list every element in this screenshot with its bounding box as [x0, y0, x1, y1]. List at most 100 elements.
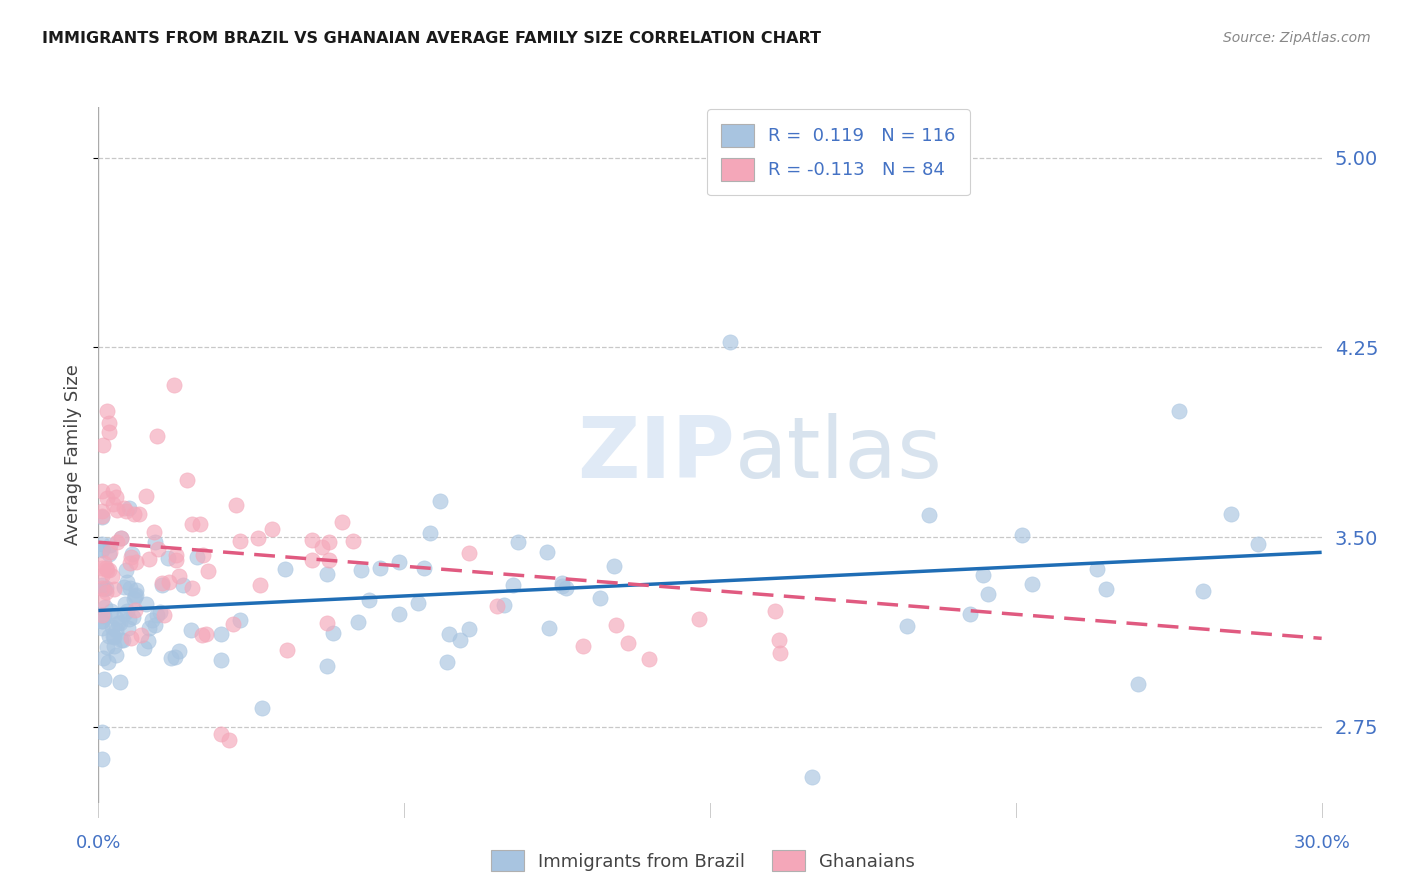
Point [91, 581, 114, 595]
Point [301, 553, 323, 567]
Point [209, 653, 232, 667]
Point [112, 580, 135, 594]
Point [97, 655, 120, 669]
Point [1085, 562, 1108, 576]
Point [638, 651, 661, 665]
Point [180, 624, 202, 638]
Point [101, 484, 124, 499]
Point [96, 563, 118, 577]
Point [436, 655, 458, 669]
Point [349, 563, 371, 577]
Point [589, 591, 612, 606]
Point [114, 563, 136, 577]
Point [125, 582, 148, 597]
Point [117, 612, 139, 626]
Point [93, 557, 115, 571]
Point [115, 604, 138, 618]
Point [1021, 577, 1043, 591]
Point [218, 732, 240, 747]
Point [554, 581, 576, 595]
Point [186, 550, 208, 565]
Point [406, 596, 429, 610]
Point [105, 648, 128, 662]
Point [769, 647, 792, 661]
Text: 0.0%: 0.0% [76, 834, 121, 852]
Point [249, 578, 271, 592]
Point [94, 581, 117, 595]
Point [157, 550, 180, 565]
Point [91, 593, 114, 607]
Point [111, 632, 134, 647]
Point [209, 727, 232, 741]
Point [1011, 528, 1033, 542]
Y-axis label: Average Family Size: Average Family Size [65, 365, 83, 545]
Point [347, 615, 370, 629]
Point [276, 642, 298, 657]
Point [180, 516, 202, 531]
Text: ZIP: ZIP [576, 413, 734, 497]
Point [91, 608, 114, 623]
Point [260, 522, 283, 536]
Point [959, 607, 981, 621]
Point [143, 524, 166, 539]
Point [191, 628, 214, 642]
Point [103, 639, 125, 653]
Point [437, 626, 460, 640]
Point [100, 604, 122, 618]
Point [93, 672, 115, 686]
Point [93, 651, 115, 665]
Point [1167, 403, 1189, 417]
Point [449, 633, 471, 648]
Point [166, 553, 188, 567]
Point [485, 599, 508, 614]
Point [197, 564, 219, 578]
Point [146, 429, 169, 443]
Point [138, 634, 160, 648]
Point [91, 724, 114, 739]
Point [103, 629, 125, 643]
Point [330, 515, 353, 529]
Point [98, 544, 121, 558]
Point [105, 503, 128, 517]
Point [506, 535, 529, 549]
Point [209, 627, 232, 641]
Point [801, 771, 824, 785]
Point [110, 633, 132, 648]
Point [91, 484, 114, 499]
Point [311, 540, 333, 554]
Point [100, 568, 122, 582]
Point [93, 582, 115, 596]
Point [537, 621, 560, 635]
Point [105, 535, 128, 549]
Point [128, 508, 150, 522]
Point [150, 576, 173, 591]
Point [96, 403, 118, 417]
Point [159, 651, 181, 665]
Point [120, 550, 142, 565]
Point [388, 555, 411, 569]
Point [1220, 508, 1243, 522]
Point [98, 630, 121, 644]
Point [163, 378, 186, 392]
Point [91, 509, 114, 524]
Point [98, 563, 121, 577]
Point [603, 558, 626, 573]
Point [146, 542, 169, 557]
Text: IMMIGRANTS FROM BRAZIL VS GHANAIAN AVERAGE FAMILY SIZE CORRELATION CHART: IMMIGRANTS FROM BRAZIL VS GHANAIAN AVERA… [42, 31, 821, 46]
Point [98, 538, 121, 552]
Point [114, 504, 136, 518]
Point [247, 531, 270, 545]
Point [91, 537, 114, 551]
Point [112, 607, 135, 621]
Point [114, 597, 136, 611]
Point [143, 534, 166, 549]
Point [101, 620, 124, 634]
Point [91, 504, 114, 518]
Point [172, 578, 194, 592]
Point [110, 531, 132, 545]
Point [118, 582, 141, 596]
Point [117, 574, 139, 589]
Point [138, 551, 160, 566]
Point [149, 605, 172, 619]
Legend: Immigrants from Brazil, Ghanaians: Immigrants from Brazil, Ghanaians [484, 843, 922, 879]
